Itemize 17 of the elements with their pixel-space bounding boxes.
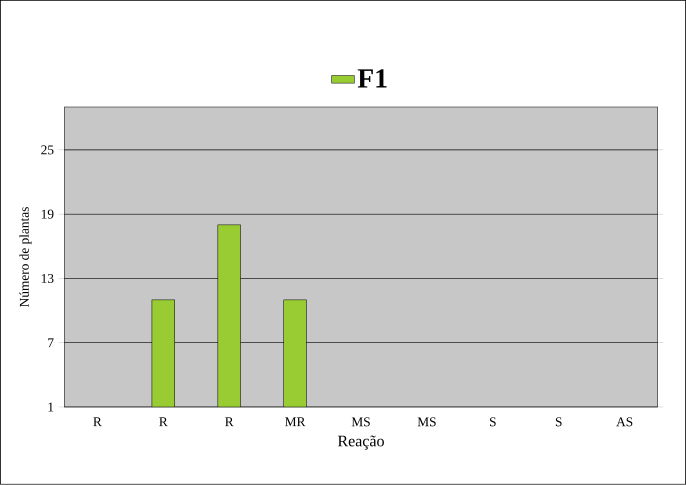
legend-label: F1 [358, 69, 387, 88]
x-tick-label: MS [418, 418, 436, 426]
y-tick-label: 19 [42, 210, 54, 219]
x-tick-label: R [93, 418, 102, 426]
x-tick-label: R [225, 418, 234, 426]
y-tick-label: 7 [48, 338, 54, 348]
x-tick-label: AS [616, 418, 632, 426]
y-tick-label: 1 [48, 402, 54, 412]
y-axis-title: Número de plantas [19, 207, 32, 308]
y-tick-label: 13 [42, 274, 54, 284]
x-tick-label: R [159, 418, 168, 426]
y-tick-label: 25 [41, 146, 54, 155]
x-tick-label: S [556, 418, 562, 426]
x-tick-label: MR [285, 418, 306, 426]
x-axis-title: Reação [338, 436, 384, 450]
x-tick-label: S [490, 418, 496, 426]
x-tick-label: MS [352, 418, 370, 426]
